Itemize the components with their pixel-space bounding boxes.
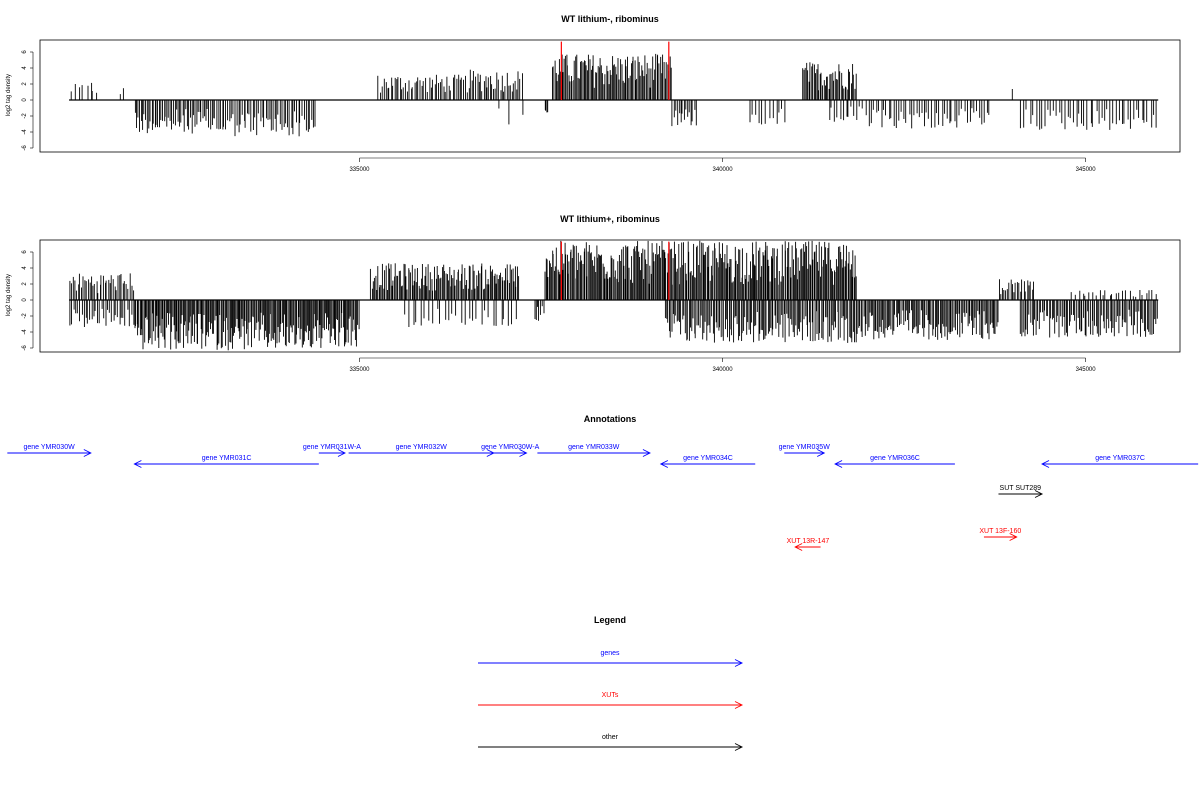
y-tick-label: 0 <box>22 98 28 102</box>
feature-list: gene YMR030W gene YMR031C gene YMR031W-A ge… <box>7 444 1199 551</box>
feature-gene-ymr034c: gene YMR034C <box>659 455 756 468</box>
y-axis: 6 4 2 0 -2 -4 -6 <box>22 50 34 151</box>
x-tick-label: 335000 <box>349 367 370 373</box>
legend-label: other <box>602 734 619 741</box>
y-tick-label: 4 <box>22 266 28 270</box>
y-tick-label: 0 <box>22 298 28 302</box>
plot-frame <box>39 239 1181 353</box>
track-panel-lithium-plus: WT lithium+, ribominus log2 tag density … <box>6 214 1181 373</box>
feature-xut-13r-147: XUT 13R-147 <box>787 538 830 551</box>
feature-label: SUT SUT289 <box>1000 485 1042 492</box>
feature-label: gene YMR034C <box>683 455 733 462</box>
legend: Legend genes XUTs other <box>478 615 744 751</box>
y-tick-label: 6 <box>22 250 28 254</box>
feature-label: gene YMR033W <box>568 444 620 451</box>
y-tick-label: 2 <box>22 82 28 86</box>
legend-title: Legend <box>594 615 626 625</box>
x-tick-label: 340000 <box>713 167 734 173</box>
plot-frame <box>39 39 1181 153</box>
feature-gene-ymr030w: gene YMR030W <box>7 444 92 457</box>
panel-title: WT lithium+, ribominus <box>560 214 660 224</box>
x-tick-label: 335000 <box>349 167 370 173</box>
feature-gene-ymr030w-a: gene YMR030W-A <box>481 444 540 457</box>
y-tick-label: -6 <box>22 145 28 151</box>
y-tick-label: -4 <box>22 329 28 335</box>
feature-label: gene YMR032W <box>396 444 448 451</box>
signal-bars <box>70 53 1157 137</box>
y-tick-label: -4 <box>22 129 28 135</box>
feature-gene-ymr031c: gene YMR031C <box>133 455 319 468</box>
marker-lines <box>560 41 670 100</box>
legend-item-other: other <box>478 734 744 751</box>
feature-sut-sut289: SUT SUT289 <box>998 485 1044 498</box>
legend-item-xuts: XUTs <box>478 692 744 709</box>
feature-label: gene YMR030W-A <box>481 444 539 451</box>
x-tick-label: 345000 <box>1076 167 1097 173</box>
feature-label: gene YMR037C <box>1095 455 1145 462</box>
feature-label: gene YMR036C <box>870 455 920 462</box>
y-tick-label: -2 <box>22 113 28 119</box>
legend-label: genes <box>600 650 620 657</box>
legend-label: XUTs <box>602 692 619 699</box>
legend-item-genes: genes <box>478 650 744 667</box>
y-tick-label: 2 <box>22 282 28 286</box>
y-axis-label: log2 tag density <box>6 74 12 116</box>
y-tick-label: -6 <box>22 345 28 351</box>
feature-label: gene YMR035W <box>779 444 831 451</box>
track-panel-lithium-minus: WT lithium-, ribominus log2 tag density … <box>6 14 1181 173</box>
feature-xut-13f-160: XUT 13F-160 <box>979 528 1021 541</box>
feature-label: gene YMR031W-A <box>303 444 361 451</box>
annotations-title: Annotations <box>584 414 637 424</box>
feature-label: gene YMR031C <box>202 455 252 462</box>
y-axis: 6 4 2 0 -2 -4 -6 <box>22 250 34 351</box>
x-tick-label: 345000 <box>1076 367 1097 373</box>
feature-gene-ymr036c: gene YMR036C <box>834 455 955 468</box>
x-axis: 335000 340000 345000 <box>349 357 1097 373</box>
y-tick-label: 6 <box>22 50 28 54</box>
x-tick-label: 340000 <box>713 367 734 373</box>
feature-gene-ymr033w: gene YMR033W <box>537 444 651 457</box>
legend-items: genes XUTs other <box>478 650 744 751</box>
feature-gene-ymr032w: gene YMR032W <box>348 444 495 457</box>
x-axis: 335000 340000 345000 <box>349 157 1097 173</box>
feature-gene-ymr035w: gene YMR035W <box>779 444 831 457</box>
y-axis-label: log2 tag density <box>6 274 12 316</box>
feature-gene-ymr031w-a: gene YMR031W-A <box>303 444 361 457</box>
feature-gene-ymr037c: gene YMR037C <box>1041 455 1199 468</box>
marker-lines <box>560 241 670 300</box>
signal-bars <box>69 240 1158 351</box>
feature-label: gene YMR030W <box>23 444 75 451</box>
y-tick-label: -2 <box>22 313 28 319</box>
y-tick-label: 4 <box>22 66 28 70</box>
feature-label: XUT 13F-160 <box>979 528 1021 535</box>
panel-title: WT lithium-, ribominus <box>561 14 659 24</box>
feature-label: XUT 13R-147 <box>787 538 830 545</box>
